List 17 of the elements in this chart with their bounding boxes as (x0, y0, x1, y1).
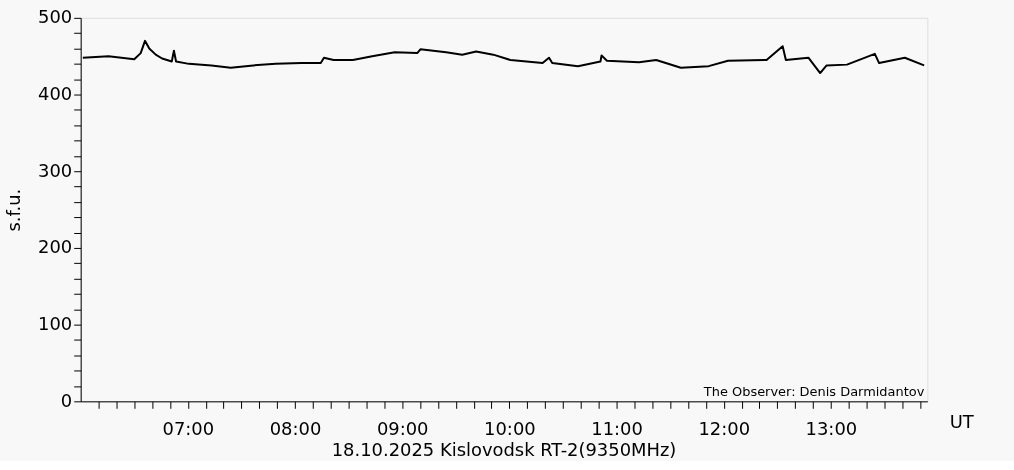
y-tick-label: 100 (38, 313, 73, 335)
x-axis-title: UT (949, 410, 974, 432)
x-tick-label: 09:00 (376, 417, 429, 439)
x-tick-label: 12:00 (698, 417, 751, 439)
x-tick-label: 07:00 (162, 417, 215, 439)
x-tick-label: 08:00 (269, 417, 322, 439)
x-tick-label: 13:00 (805, 417, 858, 439)
y-tick-label: 500 (38, 6, 73, 28)
y-tick-label: 400 (38, 83, 73, 105)
y-axis-title: s.f.u. (3, 188, 25, 232)
x-tick-label: 11:00 (591, 417, 643, 439)
text: 18.10.2025 Kislovodsk RT-2(9350MHz) (331, 439, 677, 461)
y-tick-label: 300 (38, 159, 73, 181)
y-tick-label: 200 (38, 236, 73, 258)
x-tick-label: 10:00 (484, 417, 536, 439)
y-tick-label: 0 (60, 389, 73, 411)
annotation: The Observer: Denis Darmidantov (702, 384, 925, 400)
